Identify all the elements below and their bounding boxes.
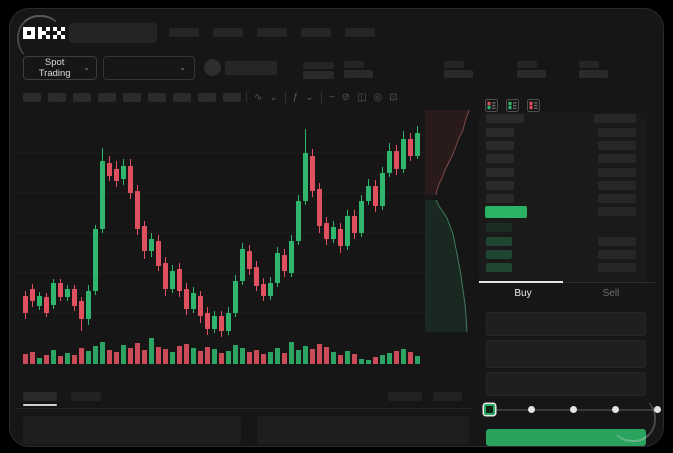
coin-avatar — [204, 59, 221, 76]
bottom-action-placeholder[interactable] — [433, 392, 462, 401]
fullscreen-icon[interactable]: ⊡ — [389, 91, 398, 103]
timeframe-placeholder[interactable] — [173, 93, 191, 102]
amount-input[interactable] — [486, 340, 646, 368]
tab-divider — [479, 282, 655, 283]
slider-step-dot[interactable] — [528, 406, 535, 413]
section-divider — [16, 408, 472, 409]
bottom-tab-placeholder[interactable] — [71, 392, 101, 401]
slider-step-dot[interactable] — [570, 406, 577, 413]
nav-item-placeholder — [301, 28, 331, 37]
ask-price-placeholder — [486, 128, 514, 137]
indicators-icon[interactable]: ƒ — [292, 91, 299, 103]
orderbook-header-placeholder — [594, 114, 636, 123]
okx-logo — [23, 27, 65, 39]
bid-size-placeholder — [598, 263, 636, 272]
orderbook-view-toggles — [485, 99, 540, 112]
tab-sell[interactable]: Sell — [602, 287, 620, 299]
bottom-action-placeholder[interactable] — [388, 392, 422, 401]
timeframe-placeholder[interactable] — [98, 93, 116, 102]
chevron-down-icon[interactable]: ⌄ — [269, 91, 278, 103]
buy-submit-button[interactable] — [486, 429, 646, 446]
ask-size-placeholder — [598, 207, 636, 216]
total-input[interactable] — [486, 372, 646, 396]
timeframe-placeholder[interactable] — [123, 93, 141, 102]
orderbook-bids-icon[interactable] — [506, 99, 519, 112]
ask-price-placeholder — [486, 194, 514, 203]
ask-size-placeholder — [598, 168, 636, 177]
screenshot-icon[interactable]: ◫ — [356, 91, 367, 103]
market-type-dropdown[interactable]: Spot Trading ⌄ — [23, 56, 97, 80]
active-bottom-tab-indicator — [23, 404, 57, 406]
chevron-down-icon: ⌄ — [179, 63, 186, 72]
slider-handle[interactable] — [484, 404, 495, 415]
depth-chart — [425, 110, 470, 332]
nav-item-placeholder — [345, 28, 375, 37]
line-tools-icon[interactable]: ~ — [328, 91, 335, 103]
ask-size-placeholder — [598, 194, 636, 203]
ask-price-placeholder — [486, 181, 514, 190]
bid-size-placeholder — [598, 250, 636, 259]
timeframe-placeholder[interactable] — [73, 93, 91, 102]
timeframe-placeholder[interactable] — [23, 93, 41, 102]
ask-size-placeholder — [598, 128, 636, 137]
drawing-tool-icon[interactable]: ⊘ — [341, 91, 350, 103]
bid-price-placeholder — [486, 263, 512, 272]
chart-settings-icon[interactable]: ◎ — [373, 91, 383, 103]
nav-item-placeholder — [169, 28, 199, 37]
bottom-tab-placeholder[interactable] — [23, 392, 57, 401]
ask-price-placeholder — [486, 168, 514, 177]
timeframe-placeholder[interactable] — [223, 93, 241, 102]
ask-size-placeholder — [598, 141, 636, 150]
bid-size-placeholder — [598, 237, 636, 246]
active-tab-indicator — [479, 281, 563, 283]
pair-name-placeholder — [225, 61, 277, 75]
candle-style-icon[interactable]: ∿ — [254, 91, 263, 103]
chevron-down-icon[interactable]: ⌄ — [305, 91, 314, 103]
ask-size-placeholder — [598, 154, 636, 163]
market-type-label: Spot Trading — [38, 57, 71, 79]
orderbook-header-placeholder — [486, 114, 524, 123]
orders-list-placeholder — [257, 416, 469, 444]
timeframe-placeholder[interactable] — [148, 93, 166, 102]
bid-price-placeholder — [486, 250, 512, 259]
orders-list-placeholder — [23, 416, 241, 444]
ask-price-placeholder — [486, 141, 514, 150]
orderbook-asks-icon[interactable] — [527, 99, 540, 112]
search-input[interactable] — [69, 23, 157, 43]
bid-price-placeholder — [486, 237, 512, 246]
ask-price-placeholder — [486, 154, 514, 163]
toolbar-divider — [246, 92, 247, 103]
slider-step-dot[interactable] — [654, 406, 661, 413]
last-price-bar — [485, 206, 527, 218]
nav-item-placeholder — [213, 28, 243, 37]
bid-price-placeholder — [486, 223, 512, 232]
nav-item-placeholder — [257, 28, 287, 37]
chevron-down-icon: ⌄ — [83, 63, 90, 72]
pair-select-dropdown[interactable]: ⌄ — [103, 56, 195, 80]
orderbook-combined-icon[interactable] — [485, 99, 498, 112]
app-window: Spot Trading ⌄ ⌄ ∿ ⌄ ƒ ⌄ ~ — [9, 8, 664, 447]
toolbar-divider — [284, 92, 286, 103]
timeframe-placeholder[interactable] — [198, 93, 216, 102]
slider-step-dot[interactable] — [612, 406, 619, 413]
toolbar-divider — [320, 92, 322, 103]
tab-buy[interactable]: Buy — [514, 287, 532, 299]
chart-toolbar-icons: ∿ ⌄ ƒ ⌄ ~ ⊘ ◫ ◎ ⊡ — [246, 91, 398, 104]
price-input[interactable] — [486, 312, 646, 336]
ask-size-placeholder — [598, 181, 636, 190]
candlestick-chart — [16, 126, 426, 364]
timeframe-placeholder[interactable] — [48, 93, 66, 102]
